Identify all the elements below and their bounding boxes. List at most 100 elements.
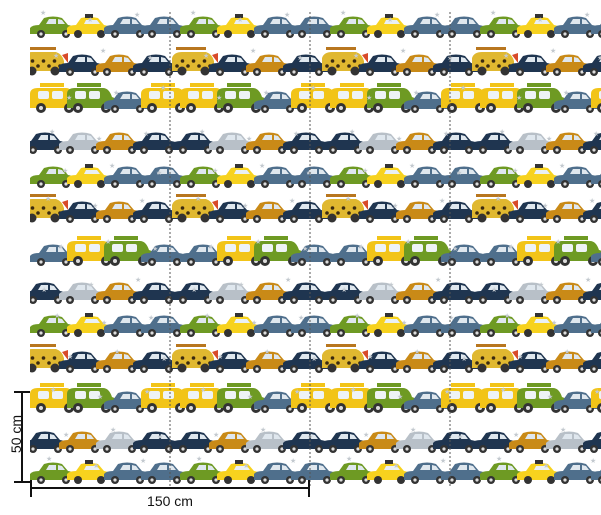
taxi-car (67, 164, 111, 188)
taxi-car (217, 164, 261, 188)
sedan-car (546, 201, 592, 223)
star-icon: ★ (353, 52, 359, 60)
taxi-car (517, 164, 561, 188)
sedan-car (209, 132, 255, 154)
star-icon: ★ (440, 457, 446, 465)
sedan-car (433, 201, 479, 223)
sedan-car (396, 282, 442, 304)
sedan-car (591, 173, 601, 188)
sedan-car (404, 16, 450, 38)
sedan-car (104, 166, 150, 188)
star-icon: ★ (401, 319, 407, 327)
sedan-car (546, 132, 592, 154)
sedan-car (96, 54, 142, 76)
sedan-car (180, 315, 226, 337)
sedan-car (133, 54, 179, 76)
star-icon: ★ (45, 195, 51, 203)
sedan-car (30, 244, 76, 266)
leopard-car (322, 47, 368, 76)
sedan-car (441, 16, 487, 38)
sedan-car (480, 315, 526, 337)
sedan-car (209, 54, 255, 76)
star-icon: ★ (63, 431, 69, 439)
star-icon: ★ (246, 135, 252, 143)
star-icon: ★ (439, 197, 445, 205)
star-icon: ★ (100, 47, 106, 55)
sedan-car (480, 166, 526, 188)
size-ruler (14, 391, 310, 497)
repeat-guides (169, 12, 451, 488)
sedan-car (433, 282, 479, 304)
star-icon: ★ (387, 16, 393, 24)
star-icon: ★ (49, 128, 55, 136)
sedan-car (396, 132, 442, 154)
sedan-car (359, 351, 405, 373)
star-icon: ★ (54, 312, 60, 320)
star-icon: ★ (388, 281, 394, 289)
star-icon: ★ (508, 243, 514, 251)
star-icon: ★ (397, 393, 403, 401)
taxi-car (367, 313, 411, 337)
sedan-car (441, 462, 487, 484)
star-icon: ★ (543, 462, 549, 470)
sedan-car (283, 351, 329, 373)
star-icon: ★ (140, 457, 146, 465)
sedan-car (322, 132, 368, 154)
star-icon: ★ (503, 52, 509, 60)
star-icon: ★ (204, 312, 210, 320)
star-icon: ★ (40, 9, 46, 17)
sedan-car (209, 351, 255, 373)
star-icon: ★ (152, 245, 158, 253)
van-car (291, 83, 341, 113)
sedan-car (180, 462, 226, 484)
sedan-car (441, 166, 487, 188)
star-icon: ★ (405, 238, 411, 246)
sedan-car (291, 244, 337, 266)
sedan-car (141, 462, 187, 484)
star-icon: ★ (105, 238, 111, 246)
star-icon: ★ (516, 94, 522, 102)
star-icon: ★ (563, 89, 569, 97)
star-icon: ★ (113, 89, 119, 97)
star-icon: ★ (161, 355, 167, 363)
sedan-car (404, 166, 450, 188)
star-icon: ★ (363, 431, 369, 439)
star-icon: ★ (584, 11, 590, 19)
sedan-car (404, 462, 450, 484)
leopard-car (472, 194, 518, 223)
sedan-car (359, 201, 405, 223)
star-icon: ★ (350, 386, 356, 394)
sedan-car (96, 351, 142, 373)
sedan-car (546, 431, 592, 453)
star-icon: ★ (250, 47, 256, 55)
sedan-car (141, 166, 187, 188)
star-icon: ★ (457, 433, 463, 441)
sedan-car (359, 282, 405, 304)
sedan-car (246, 351, 292, 373)
sedan-car (441, 315, 487, 337)
star-icon: ★ (50, 386, 56, 394)
leopard-car (472, 47, 518, 76)
star-icon: ★ (414, 348, 420, 356)
star-icon: ★ (156, 169, 162, 177)
star-icon: ★ (191, 286, 197, 294)
sedan-car (433, 351, 479, 373)
sedan-car (480, 16, 526, 38)
star-icon: ★ (110, 426, 116, 434)
sedan-car (133, 431, 179, 453)
sedan-car (509, 282, 555, 304)
star-icon: ★ (290, 457, 296, 465)
star-icon: ★ (216, 94, 222, 102)
leopard-car (172, 194, 218, 223)
sedan-car (472, 282, 518, 304)
star-icon: ★ (452, 245, 458, 253)
star-icon: ★ (496, 455, 502, 463)
star-icon: ★ (517, 353, 523, 361)
star-icon: ★ (289, 197, 295, 205)
star-icon: ★ (392, 202, 398, 210)
star-icon: ★ (512, 167, 518, 175)
star-icon: ★ (200, 386, 206, 394)
star-icon: ★ (243, 462, 249, 470)
sedan-car (59, 54, 105, 76)
